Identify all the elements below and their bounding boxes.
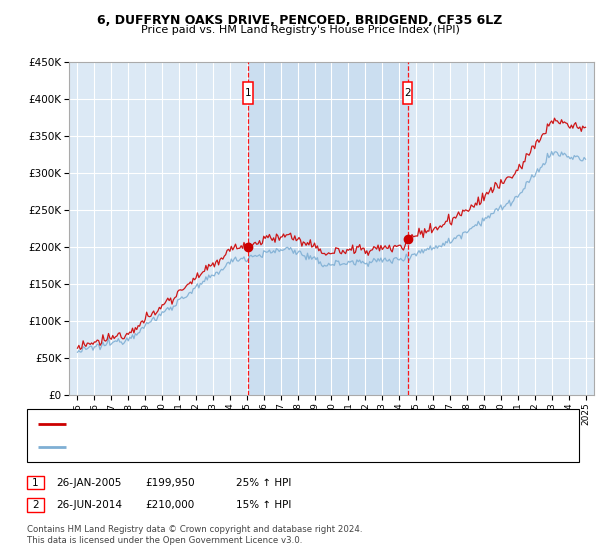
Bar — [248, 62, 407, 395]
Text: Contains HM Land Registry data © Crown copyright and database right 2024.
This d: Contains HM Land Registry data © Crown c… — [27, 525, 362, 545]
FancyBboxPatch shape — [244, 82, 253, 104]
Text: 2: 2 — [32, 500, 39, 510]
Text: 1: 1 — [32, 478, 39, 488]
FancyBboxPatch shape — [403, 82, 412, 104]
Text: 26-JAN-2005: 26-JAN-2005 — [56, 478, 121, 488]
Text: Price paid vs. HM Land Registry's House Price Index (HPI): Price paid vs. HM Land Registry's House … — [140, 25, 460, 35]
Text: 25% ↑ HPI: 25% ↑ HPI — [236, 478, 291, 488]
Text: 26-JUN-2014: 26-JUN-2014 — [56, 500, 122, 510]
Text: 1: 1 — [245, 88, 251, 97]
Text: 6, DUFFRYN OAKS DRIVE, PENCOED, BRIDGEND, CF35 6LZ (detached house): 6, DUFFRYN OAKS DRIVE, PENCOED, BRIDGEND… — [72, 419, 447, 429]
Text: HPI: Average price, detached house, Bridgend: HPI: Average price, detached house, Brid… — [72, 442, 297, 452]
Text: 2: 2 — [404, 88, 411, 97]
Text: £199,950: £199,950 — [146, 478, 196, 488]
Text: £210,000: £210,000 — [146, 500, 195, 510]
Text: 15% ↑ HPI: 15% ↑ HPI — [236, 500, 291, 510]
Text: 6, DUFFRYN OAKS DRIVE, PENCOED, BRIDGEND, CF35 6LZ: 6, DUFFRYN OAKS DRIVE, PENCOED, BRIDGEND… — [97, 14, 503, 27]
